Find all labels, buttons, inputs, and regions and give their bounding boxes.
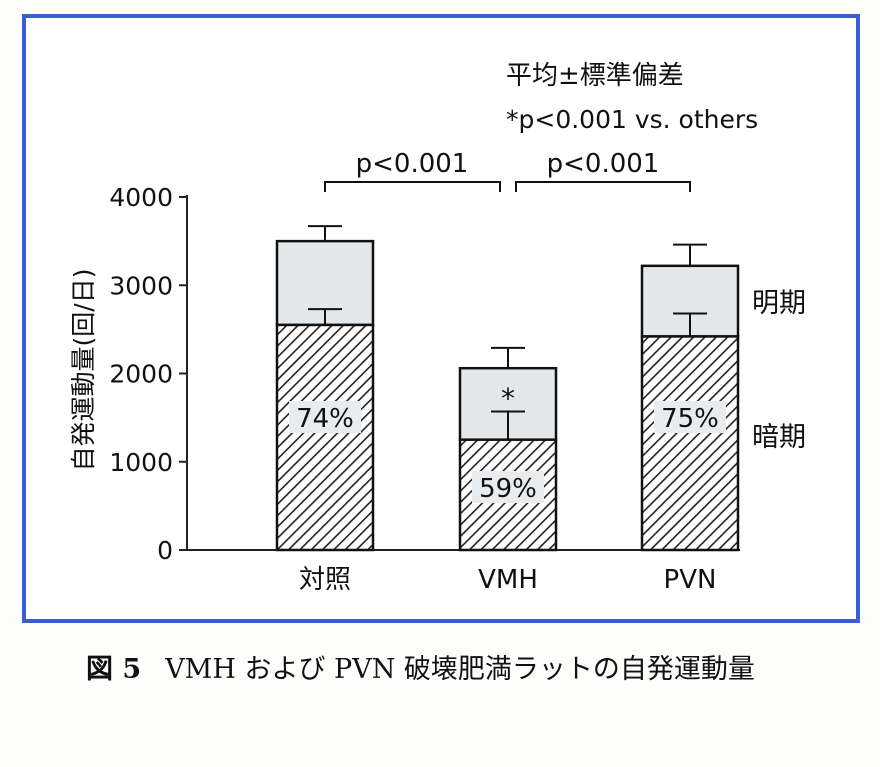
legend-title: 平均±標準偏差 [506, 61, 684, 91]
significance-asterisk: * [501, 382, 515, 415]
bar-dark-period [640, 335, 740, 552]
bracket-label: p<0.001 [356, 149, 469, 179]
percent-label: 59% [479, 474, 537, 504]
significance-note: *p<0.001 vs. others [506, 105, 758, 134]
y-tick-label: 4000 [109, 183, 173, 212]
bracket-vmh-pvn [515, 181, 691, 192]
percent-label-bg [289, 401, 361, 433]
figure-caption: 図 5 VMH および PVN 破壊肥満ラットの自発運動量 [86, 650, 846, 690]
bracket-control-vmh [324, 181, 501, 192]
x-tick-label: PVN [664, 565, 717, 595]
percent-label-bg [654, 401, 726, 433]
y-axis-label: 自発運動量(回/日) [69, 269, 98, 472]
y-tick-label: 3000 [109, 271, 173, 300]
bar-dark-period [275, 323, 375, 552]
percent-label: 75% [661, 404, 719, 434]
caption-label: 図 5 [86, 654, 142, 685]
bracket-label: p<0.001 [547, 149, 660, 179]
legend-light-period: 明期 [752, 288, 806, 319]
x-tick-label: 対照 [299, 565, 351, 595]
caption-text: VMH および PVN 破壊肥満ラットの自発運動量 [165, 654, 755, 685]
x-tick-label: VMH [478, 565, 538, 595]
y-tick-label: 1000 [109, 448, 173, 477]
y-tick-label: 2000 [109, 360, 173, 389]
percent-label-bg [472, 471, 544, 503]
percent-label: 74% [296, 404, 354, 434]
chart: 0 1000 2000 3000 4000 自発運動量(回/日) 74% 対照 59% VMH 75… [69, 61, 806, 595]
legend-dark-period: 暗期 [752, 422, 806, 453]
y-tick-label: 0 [157, 536, 173, 565]
